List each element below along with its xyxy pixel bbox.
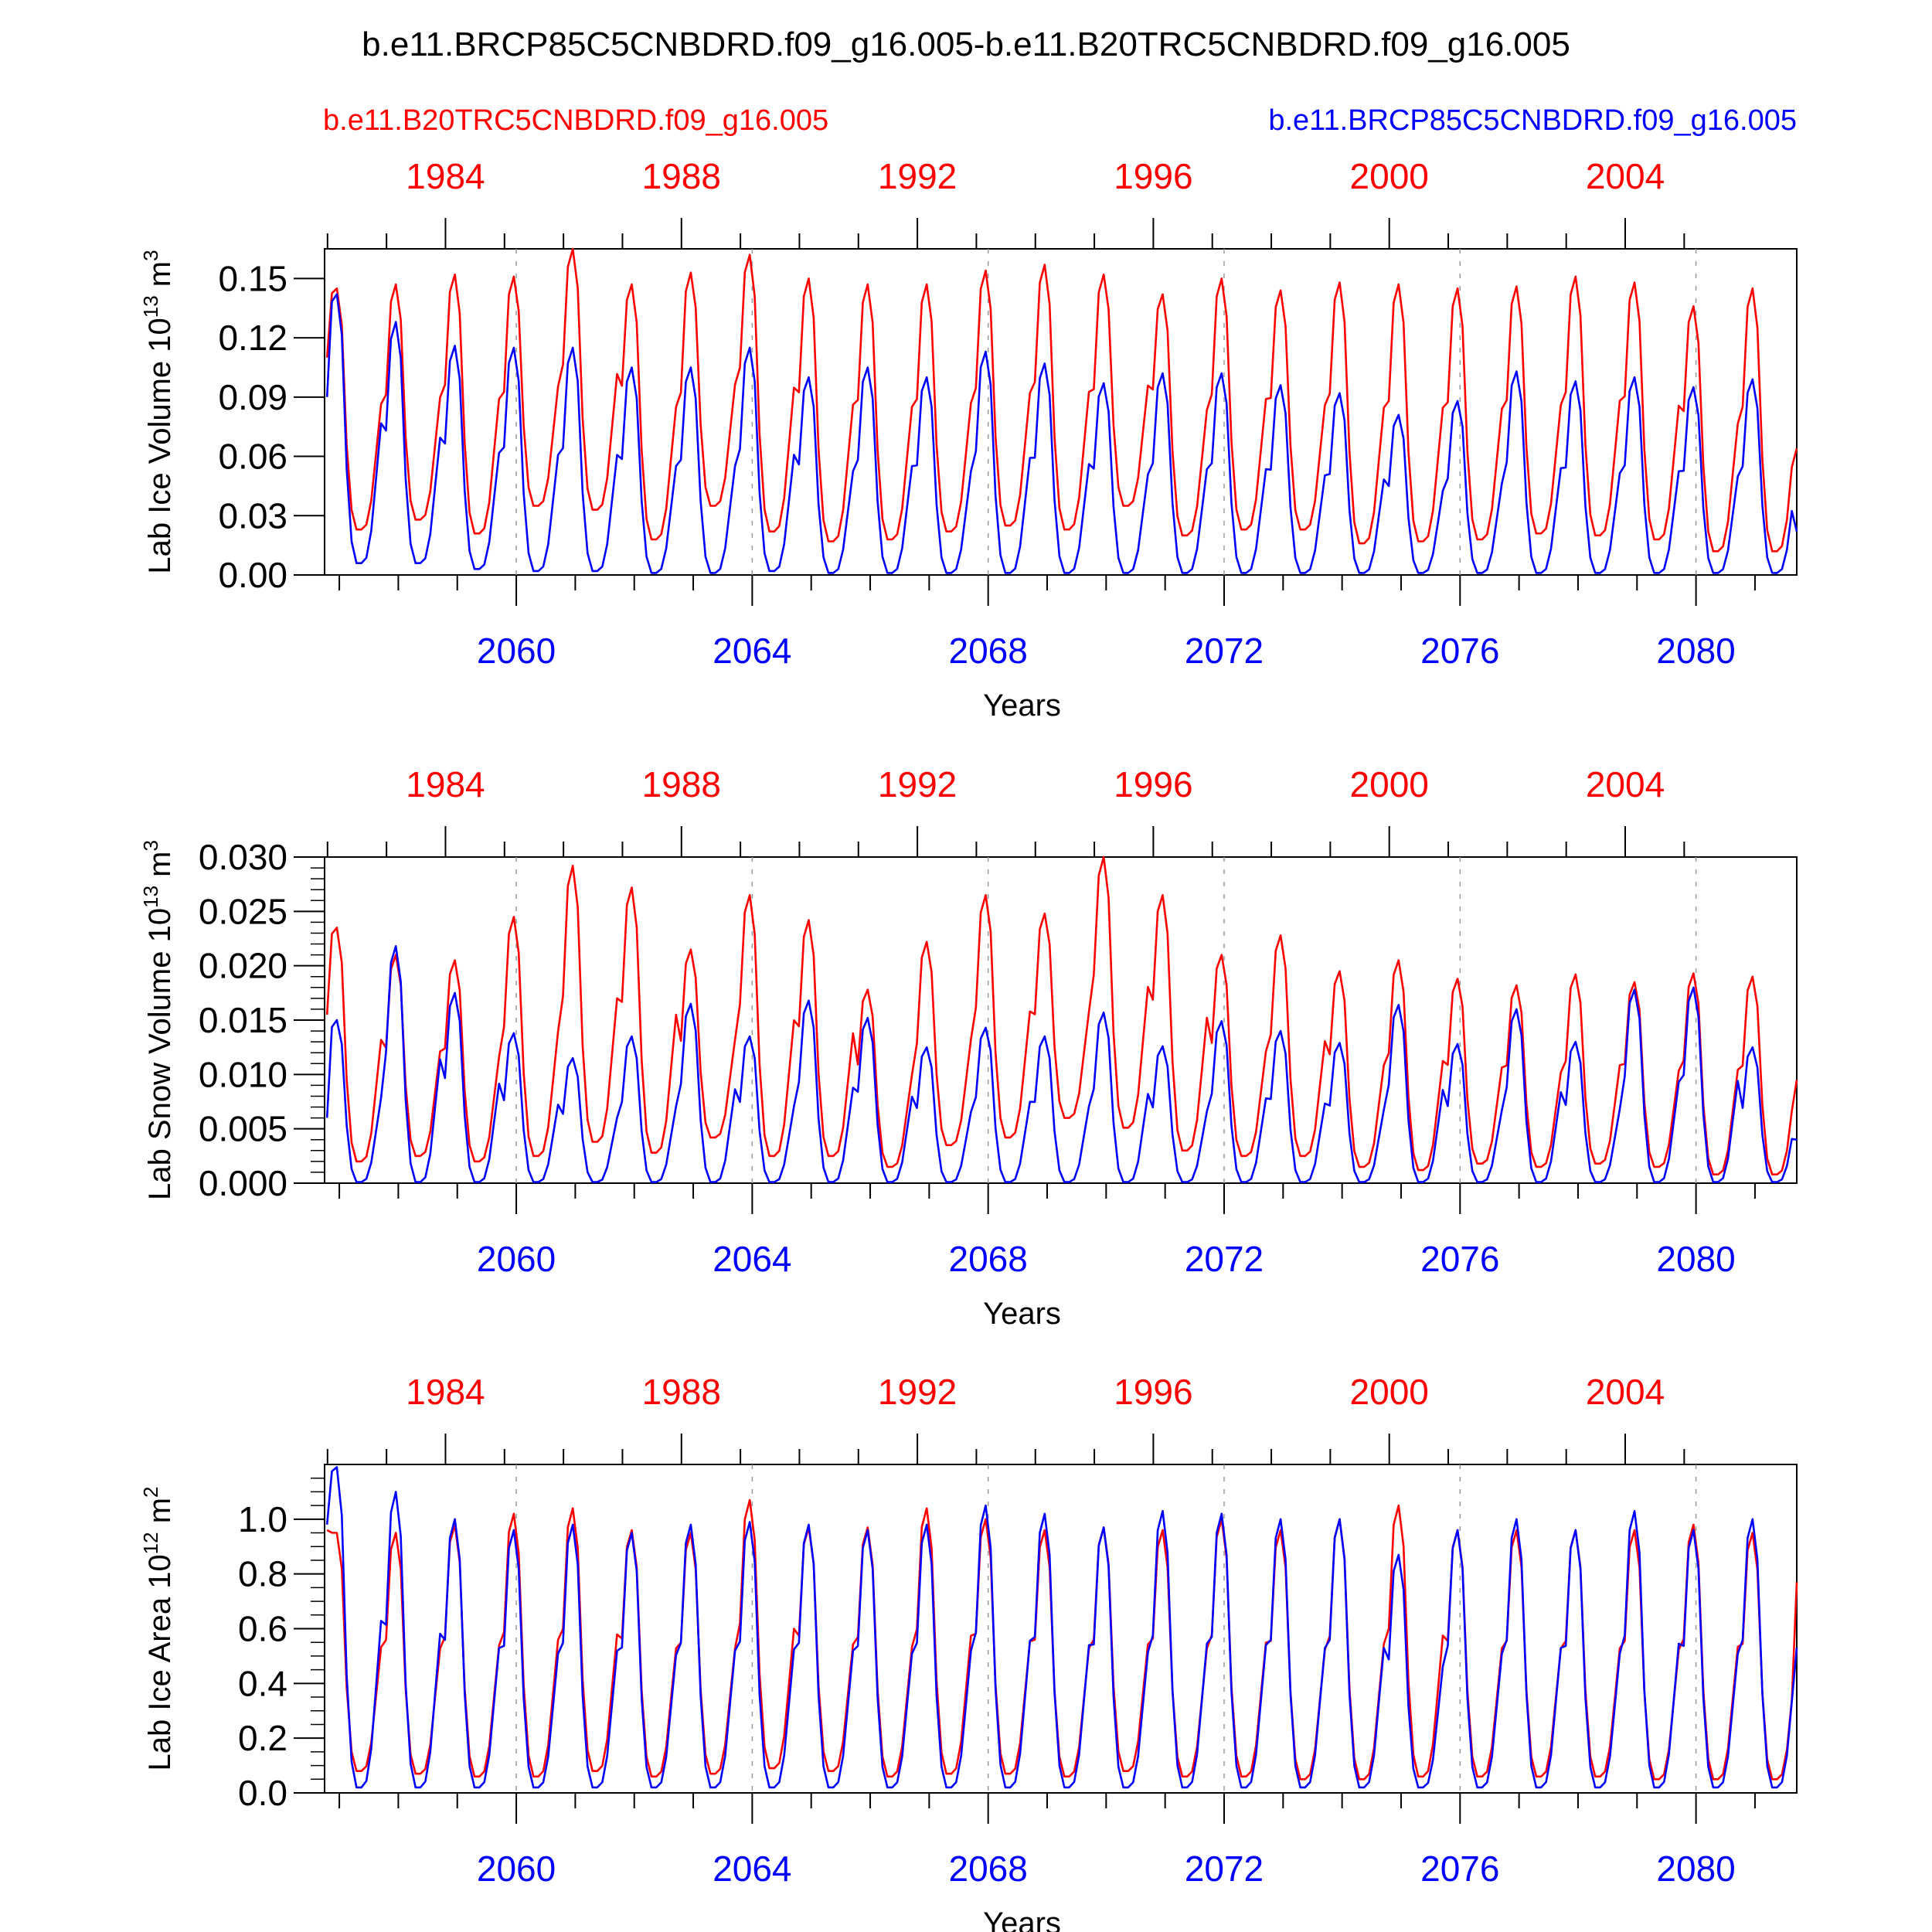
y-tick-label: 0.025 <box>199 891 287 931</box>
top-xtick-label: 1988 <box>642 764 721 804</box>
legend-blue-label: b.e11.BRCP85C5CNBDRD.f09_g16.005 <box>1268 104 1797 137</box>
chart-panel-2: 1984 1988 1992 1996 2000 2004 2060 2064 2068 2072… <box>139 764 1798 1331</box>
bottom-xtick-label: 2080 <box>1656 1239 1735 1279</box>
bottom-xtick-label: 2060 <box>477 1239 556 1279</box>
series-line-blue <box>325 293 1798 574</box>
y-tick-label: 0.010 <box>199 1054 287 1094</box>
bottom-xtick-label: 2072 <box>1185 631 1264 671</box>
top-xtick-label: 2000 <box>1350 1372 1429 1412</box>
y-tick-label: 0.0 <box>238 1773 287 1813</box>
y-axis-label: Lab Ice Volume 1013 m3 <box>139 250 177 573</box>
top-xtick-label: 2004 <box>1586 156 1665 196</box>
y-tick-label: 0.06 <box>218 437 287 477</box>
top-xtick-label: 1984 <box>406 156 485 196</box>
y-tick-label: 0.15 <box>218 258 287 298</box>
plot-frame <box>324 856 1798 1184</box>
top-xtick-label: 1984 <box>406 1372 485 1412</box>
figure-title: b.e11.BRCP85C5CNBDRD.f09_g16.005-b.e11.B… <box>362 26 1570 63</box>
y-tick-label: 0.015 <box>199 1000 287 1040</box>
chart-panel-3: 1984 1988 1992 1996 2000 2004 2060 2064 2068 2072… <box>139 1372 1798 1932</box>
plot-frame <box>324 1464 1798 1794</box>
bottom-xtick-label: 2068 <box>949 1239 1028 1279</box>
y-tick-label: 0.2 <box>238 1718 287 1758</box>
top-xtick-label: 1992 <box>878 156 957 196</box>
series-line-red <box>325 855 1798 1175</box>
y-tick-label: 0.09 <box>218 377 287 417</box>
panels-group: 1984 1988 1992 1996 2000 2004 2060 2064 2068 2072… <box>139 156 1798 1932</box>
plot-frame <box>324 248 1798 576</box>
top-xtick-label: 2004 <box>1586 1372 1665 1412</box>
y-tick-label: 0.00 <box>218 555 287 595</box>
series-line-blue <box>325 945 1798 1183</box>
series-line-red <box>325 247 1798 553</box>
top-xtick-label: 1996 <box>1114 764 1192 804</box>
bottom-xtick-label: 2080 <box>1656 631 1735 671</box>
bottom-xtick-label: 2072 <box>1185 1849 1264 1889</box>
bottom-xtick-label: 2076 <box>1420 631 1499 671</box>
x-axis-label: Years <box>983 1297 1061 1331</box>
y-tick-label: 0.12 <box>218 318 287 358</box>
bottom-xtick-label: 2080 <box>1656 1849 1735 1889</box>
bottom-xtick-label: 2072 <box>1185 1239 1264 1279</box>
bottom-xtick-label: 2064 <box>713 1239 791 1279</box>
y-tick-label: 0.005 <box>199 1109 287 1149</box>
bottom-xtick-label: 2064 <box>713 1849 791 1889</box>
top-xtick-label: 2000 <box>1350 156 1429 196</box>
top-xtick-label: 1988 <box>642 156 721 196</box>
y-tick-label: 0.6 <box>238 1609 287 1649</box>
top-xtick-label: 2004 <box>1586 764 1665 804</box>
y-axis-label: Lab Ice Area 1012 m2 <box>139 1486 177 1770</box>
y-tick-label: 0.020 <box>199 946 287 986</box>
top-xtick-label: 1992 <box>878 1372 957 1412</box>
x-axis-label: Years <box>983 689 1061 723</box>
y-tick-label: 1.0 <box>238 1499 287 1539</box>
chart-panel-1: 1984 1988 1992 1996 2000 2004 2060 2064 2068 2072… <box>139 156 1798 723</box>
y-tick-label: 0.8 <box>238 1554 287 1594</box>
top-xtick-label: 1988 <box>642 1372 721 1412</box>
bottom-xtick-label: 2060 <box>477 631 556 671</box>
bottom-xtick-label: 2068 <box>949 631 1028 671</box>
top-xtick-label: 1996 <box>1114 1372 1192 1412</box>
legend-red-label: b.e11.B20TRC5CNBDRD.f09_g16.005 <box>323 104 828 137</box>
series-line-blue <box>325 1466 1798 1789</box>
x-axis-label: Years <box>983 1906 1061 1932</box>
y-tick-label: 0.4 <box>238 1663 287 1703</box>
top-xtick-label: 1996 <box>1114 156 1192 196</box>
top-xtick-label: 2000 <box>1350 764 1429 804</box>
bottom-xtick-label: 2076 <box>1420 1239 1499 1279</box>
y-tick-label: 0.03 <box>218 495 287 536</box>
y-axis-label: Lab Snow Volume 1013 m3 <box>139 840 177 1200</box>
y-tick-label: 0.000 <box>199 1163 287 1203</box>
bottom-xtick-label: 2076 <box>1420 1849 1499 1889</box>
bottom-xtick-label: 2068 <box>949 1849 1028 1889</box>
top-xtick-label: 1984 <box>406 764 485 804</box>
bottom-xtick-label: 2064 <box>713 631 791 671</box>
y-tick-label: 0.030 <box>199 837 287 877</box>
top-xtick-label: 1992 <box>878 764 957 804</box>
bottom-xtick-label: 2060 <box>477 1849 556 1889</box>
